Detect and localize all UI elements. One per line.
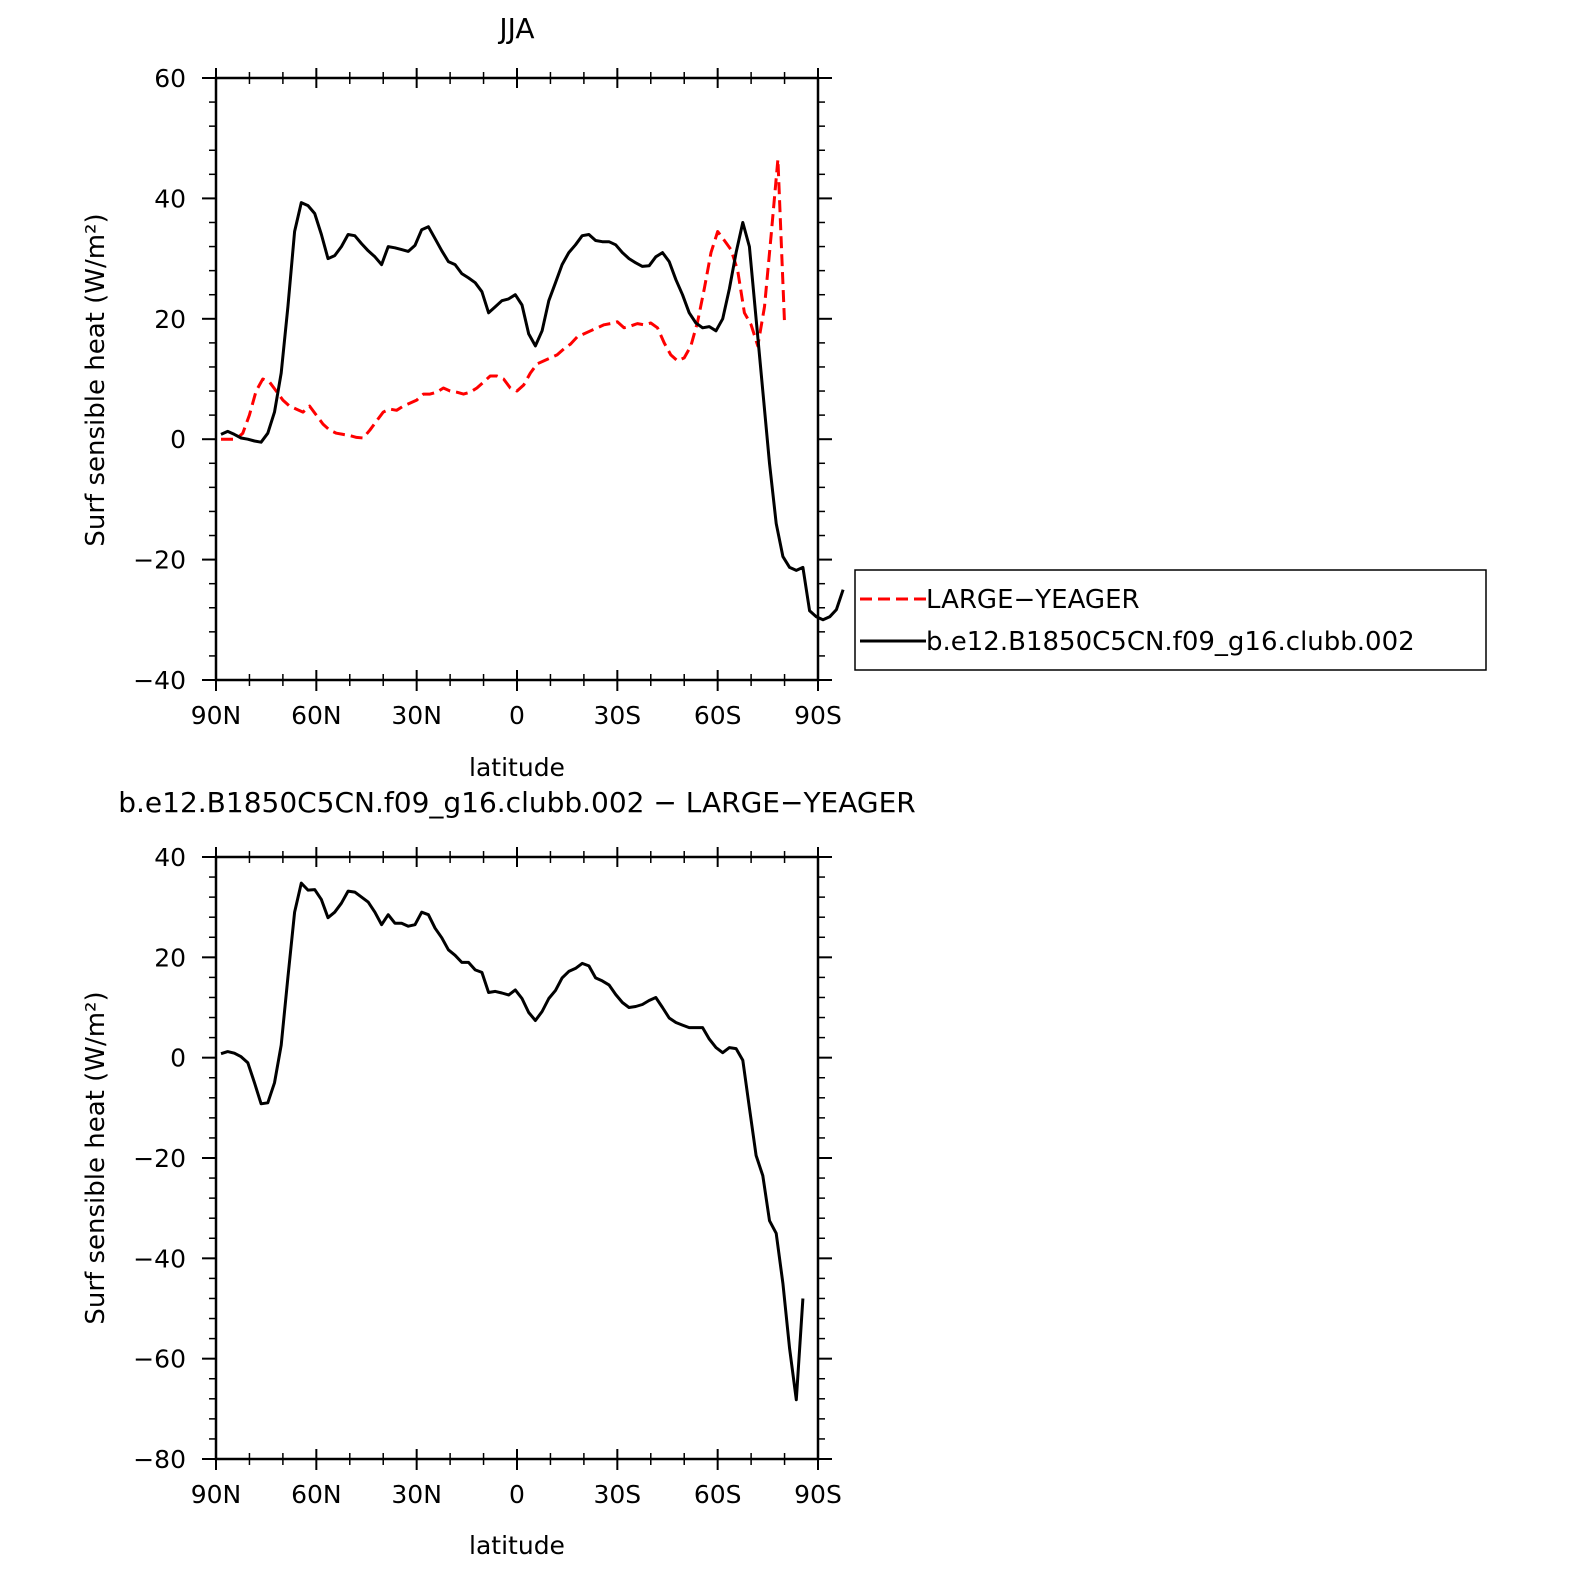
y-tick-label: −80 <box>133 1445 186 1474</box>
x-tick-label: 60N <box>291 701 342 730</box>
x-tick-label: 60N <box>291 1480 342 1509</box>
y-tick-label: −20 <box>133 1144 186 1173</box>
legend-label-clubb: b.e12.B1850C5CN.f09_g16.clubb.002 <box>926 627 1415 657</box>
bottom-panel: b.e12.B1850C5CN.f09_g16.clubb.002 − LARG… <box>81 786 916 1560</box>
legend: LARGE−YEAGER b.e12.B1850C5CN.f09_g16.clu… <box>854 569 1487 671</box>
bottom-plot-frame <box>214 855 820 1461</box>
y-tick-label: 40 <box>154 843 186 872</box>
top-chart-title: JJA <box>497 12 534 45</box>
x-tick-label: 60S <box>694 1480 742 1509</box>
x-tick-label: 30S <box>593 1480 641 1509</box>
bottom-y-axis-label: Surf sensible heat (W/m²) <box>81 991 111 1324</box>
x-tick-label: 0 <box>509 701 525 730</box>
y-tick-label: 40 <box>154 184 186 213</box>
bottom-series-group <box>220 881 805 1402</box>
top-y-tick-labels: 60 40 20 0 −20 −40 <box>133 64 186 695</box>
top-axis-ticks <box>202 68 832 691</box>
x-tick-label: 90S <box>794 701 842 730</box>
top-x-axis-label: latitude <box>469 753 565 782</box>
x-tick-label: 30S <box>593 701 641 730</box>
top-x-tick-labels: 90N 60N 30N 0 30S 60S 90S <box>191 701 842 730</box>
series-line-large-yeager <box>221 157 787 441</box>
top-panel: JJA 90N 60N 30N 0 30S 60S 90S 60 40 20 0 −20 −40 la… <box>81 12 1487 782</box>
x-tick-label: 90S <box>794 1480 842 1509</box>
x-tick-label: 0 <box>509 1480 525 1509</box>
y-tick-label: −40 <box>133 666 186 695</box>
bottom-x-tick-labels: 90N 60N 30N 0 30S 60S 90S <box>191 1480 842 1509</box>
y-tick-label: −60 <box>133 1345 186 1374</box>
x-tick-label: 60S <box>694 701 742 730</box>
y-tick-label: −40 <box>133 1244 186 1273</box>
x-tick-label: 30N <box>391 1480 442 1509</box>
legend-label-large-yeager: LARGE−YEAGER <box>926 585 1140 615</box>
bottom-y-tick-labels: 40 20 0 −20 −40 −60 −80 <box>133 843 186 1474</box>
x-tick-label: 30N <box>391 701 442 730</box>
bottom-axis-ticks <box>202 847 832 1470</box>
x-tick-label: 90N <box>191 1480 242 1509</box>
series-line-difference <box>220 881 805 1402</box>
y-tick-label: 20 <box>154 943 186 972</box>
series-line-clubb <box>220 201 845 622</box>
y-tick-label: −20 <box>133 546 186 575</box>
bottom-chart-title: b.e12.B1850C5CN.f09_g16.clubb.002 − LARG… <box>118 786 916 819</box>
top-series-group <box>220 157 845 622</box>
y-tick-label: 0 <box>170 425 186 454</box>
y-tick-label: 0 <box>170 1044 186 1073</box>
top-y-axis-label: Surf sensible heat (W/m²) <box>81 213 111 546</box>
x-tick-label: 90N <box>191 701 242 730</box>
y-tick-label: 60 <box>154 64 186 93</box>
legend-box <box>854 569 1487 671</box>
top-plot-frame <box>214 76 820 682</box>
y-tick-label: 20 <box>154 305 186 334</box>
bottom-x-axis-label: latitude <box>469 1531 565 1560</box>
